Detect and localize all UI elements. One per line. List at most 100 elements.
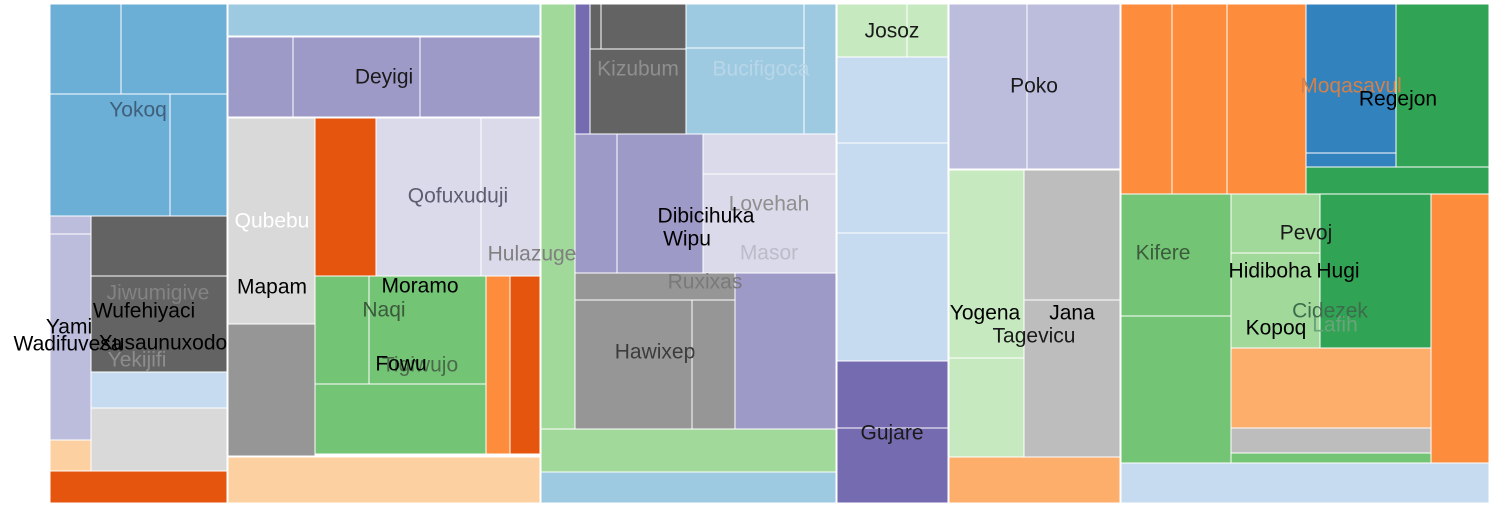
treemap-label: Josoz bbox=[865, 20, 920, 43]
treemap-label: Qofuxuduji bbox=[408, 185, 508, 208]
treemap-cell bbox=[90, 371, 228, 409]
treemap-cell bbox=[169, 93, 228, 217]
treemap-label: Yokoq bbox=[109, 99, 167, 122]
treemap-label: Deyigi bbox=[355, 66, 413, 89]
treemap-label: Tigiwujo bbox=[382, 354, 458, 377]
treemap-cell bbox=[227, 117, 316, 325]
treemap-labels: Yokoq JiwumigiveWufehiyaciYamiWadifuvesaX… bbox=[14, 20, 1438, 445]
treemap-label: Jana bbox=[1049, 302, 1095, 325]
treemap-cell bbox=[574, 272, 736, 301]
treemap-cell bbox=[1023, 169, 1121, 301]
treemap-cell bbox=[49, 470, 228, 504]
treemap-cell bbox=[314, 117, 377, 277]
treemap-cell bbox=[227, 3, 541, 37]
treemap-cell bbox=[292, 36, 421, 118]
treemap-label: Fowu bbox=[375, 353, 426, 376]
treemap-cell bbox=[540, 3, 576, 430]
treemap-label: Ruxixas bbox=[668, 271, 743, 294]
treemap-label: Gujare bbox=[860, 422, 923, 445]
treemap-cell bbox=[49, 3, 122, 95]
treemap-cell bbox=[836, 427, 949, 504]
treemap-cell bbox=[1230, 347, 1432, 429]
treemap-cell bbox=[49, 93, 171, 217]
treemap-cell bbox=[1120, 193, 1232, 317]
treemap-label: Jiwumigive bbox=[107, 282, 210, 305]
treemap-cell bbox=[836, 360, 949, 429]
treemap-cell bbox=[574, 133, 618, 274]
treemap-cell bbox=[685, 3, 805, 49]
treemap-cell bbox=[589, 3, 602, 50]
treemap-cell bbox=[1230, 452, 1432, 464]
treemap-cell bbox=[509, 275, 541, 455]
treemap-cell bbox=[574, 299, 693, 430]
treemap-label: Xusaunuxodo bbox=[99, 332, 227, 355]
treemap-cell bbox=[691, 299, 736, 430]
treemap-label: Mapam bbox=[237, 276, 307, 299]
treemap-cell bbox=[616, 133, 704, 274]
treemap-cell bbox=[836, 232, 949, 362]
treemap-label: Hugi bbox=[1316, 260, 1359, 283]
treemap-label: Moramo bbox=[381, 275, 458, 298]
treemap-cell bbox=[836, 142, 949, 234]
treemap-cell bbox=[540, 428, 837, 473]
treemap-label: Tagevicu bbox=[993, 325, 1076, 348]
treemap-cell bbox=[836, 56, 949, 144]
treemap-label: Hidiboha bbox=[1229, 260, 1312, 283]
treemap-cells bbox=[49, 3, 1490, 504]
treemap-cell bbox=[1230, 193, 1321, 254]
treemap-cell bbox=[1305, 166, 1490, 195]
treemap-label: Yami bbox=[46, 316, 92, 339]
treemap-label: Naqi bbox=[362, 299, 405, 322]
treemap-cell bbox=[314, 383, 487, 455]
treemap-label: Kifere bbox=[1136, 242, 1191, 265]
treemap-label: Wufehiyaci bbox=[93, 300, 195, 323]
treemap-label: Cidezek bbox=[1292, 300, 1368, 323]
treemap-cell bbox=[574, 3, 591, 135]
treemap-label: Yogena bbox=[950, 302, 1021, 325]
treemap-cell bbox=[836, 3, 908, 58]
treemap-cell bbox=[540, 471, 837, 504]
treemap-label: Yekijifi bbox=[108, 349, 167, 372]
treemap-label: Dibicihuka bbox=[658, 205, 755, 228]
treemap-label: Wadifuvesa bbox=[14, 333, 123, 356]
treemap-cell bbox=[600, 3, 687, 50]
treemap-label: Lafih bbox=[1312, 314, 1358, 337]
treemap-cell bbox=[1395, 3, 1490, 168]
treemap-cell bbox=[49, 439, 92, 472]
treemap-cell bbox=[702, 133, 837, 175]
treemap-cell bbox=[1305, 152, 1397, 168]
treemap-cell bbox=[702, 173, 837, 274]
treemap-cell bbox=[1430, 193, 1490, 464]
treemap-label: Pevoj bbox=[1280, 222, 1333, 245]
treemap-cell bbox=[1305, 3, 1397, 154]
treemap-cell bbox=[120, 3, 228, 95]
treemap-cell bbox=[49, 215, 92, 235]
treemap-cell bbox=[227, 456, 541, 504]
treemap-cell bbox=[906, 3, 949, 58]
treemap-cell bbox=[485, 275, 511, 455]
treemap-cell bbox=[1171, 3, 1228, 195]
treemap-cell bbox=[1230, 252, 1321, 349]
treemap-cell bbox=[90, 275, 228, 373]
treemap-label: Hawixep bbox=[615, 341, 696, 364]
treemap-cell bbox=[227, 323, 316, 457]
treemap-cell bbox=[1226, 3, 1307, 195]
treemap-cell bbox=[685, 47, 805, 135]
treemap-cell bbox=[1230, 427, 1432, 454]
treemap-cell bbox=[948, 357, 1025, 458]
treemap-cell bbox=[375, 117, 482, 277]
treemap-label: Masor bbox=[740, 242, 798, 265]
treemap-label: Moqasavul bbox=[1300, 75, 1402, 98]
treemap-cell bbox=[90, 215, 228, 277]
treemap-cell bbox=[227, 36, 294, 118]
treemap-label: Bucifigoca bbox=[713, 58, 810, 81]
treemap-label: Regejon bbox=[1359, 88, 1437, 111]
treemap-label: Lovehah bbox=[729, 193, 810, 216]
treemap-cell bbox=[480, 117, 541, 277]
treemap-label: Poko bbox=[1010, 75, 1058, 98]
treemap-label: Wipu bbox=[663, 228, 711, 251]
treemap-cell bbox=[1026, 3, 1121, 170]
treemap-label: Kizubum bbox=[597, 58, 679, 81]
treemap-cell bbox=[90, 407, 228, 472]
